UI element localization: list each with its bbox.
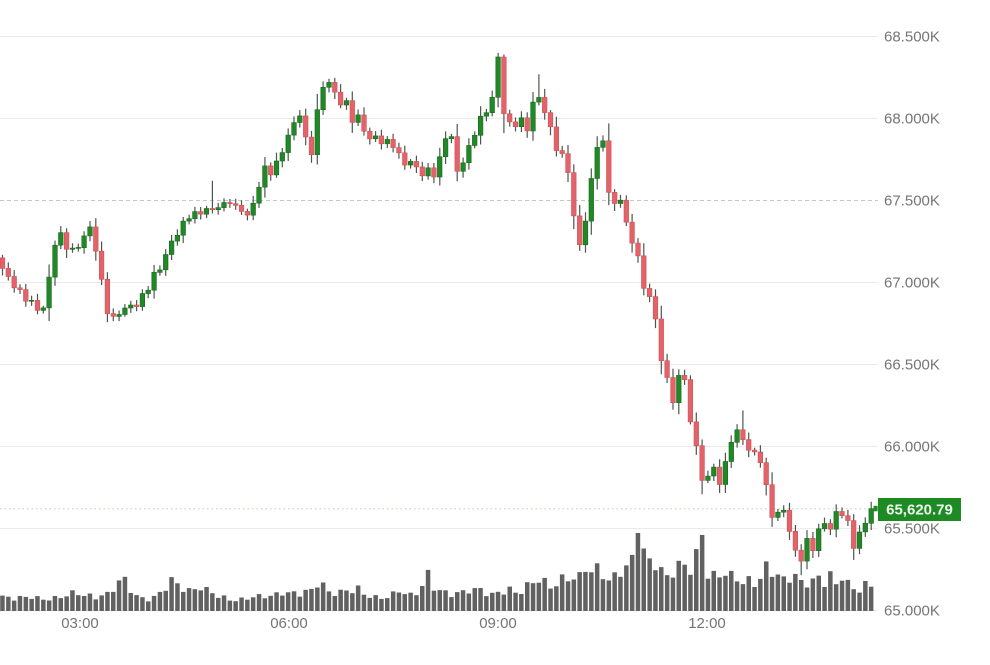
svg-text:68.500K: 68.500K <box>884 29 940 46</box>
svg-text:65,620.79: 65,620.79 <box>886 502 953 519</box>
svg-text:12:00: 12:00 <box>688 615 726 632</box>
svg-text:68.000K: 68.000K <box>884 111 940 128</box>
svg-text:67.000K: 67.000K <box>884 275 940 292</box>
svg-text:09:00: 09:00 <box>479 615 517 632</box>
svg-text:66.000K: 66.000K <box>884 439 940 456</box>
svg-text:65.500K: 65.500K <box>884 521 940 538</box>
svg-text:66.500K: 66.500K <box>884 357 940 374</box>
svg-text:06:00: 06:00 <box>270 615 308 632</box>
svg-text:65.000K: 65.000K <box>884 603 940 620</box>
svg-text:67.500K: 67.500K <box>884 193 940 210</box>
svg-text:03:00: 03:00 <box>61 615 99 632</box>
